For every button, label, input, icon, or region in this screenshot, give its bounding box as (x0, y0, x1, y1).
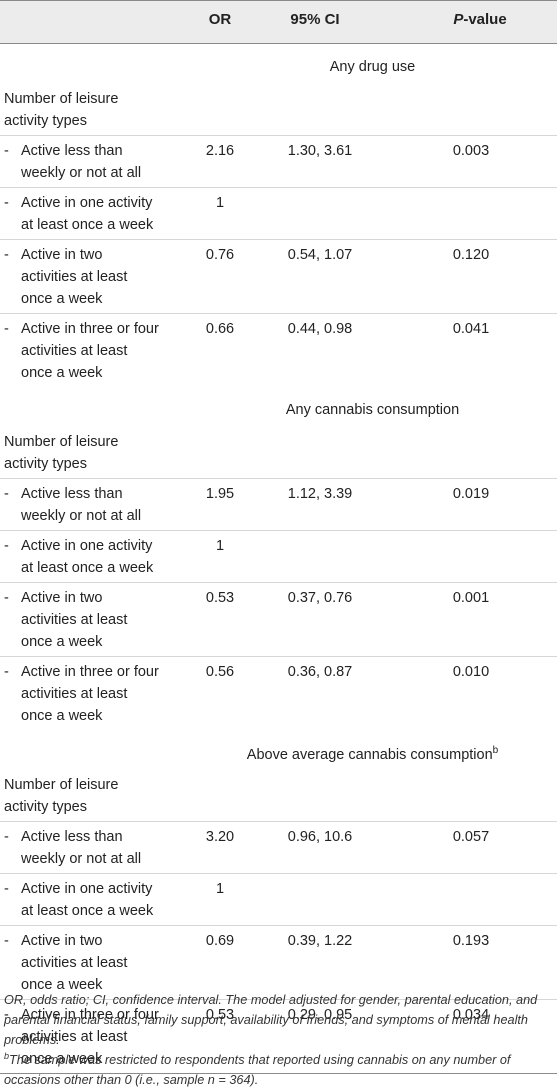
ci-value (255, 531, 385, 582)
ci-value: 0.37, 0.76 (287, 590, 353, 606)
table-section: Any cannabis consumption Number of leisur… (0, 387, 557, 730)
or-value: 2.16 (205, 143, 235, 159)
row-label: - Active less than weekly or not at all (4, 486, 142, 524)
header-p-value: P-value (453, 11, 507, 28)
section-title: Any cannabis consumption (0, 387, 557, 427)
table-row: - Active in three or four activities at le… (0, 657, 557, 730)
table-header: OR 95% CI P-value (0, 0, 557, 44)
p-value: 0.034 (452, 1007, 490, 1023)
table-section: Any drug use Number of leisure activity ty… (0, 44, 557, 387)
footnote-b: bThe sample was restricted to respondent… (4, 1051, 511, 1088)
or-value: 0.69 (205, 933, 235, 949)
row-label: - Active in two activities at least once a … (4, 247, 128, 307)
section-title-superscript: b (492, 745, 499, 756)
p-value: 0.010 (452, 664, 490, 680)
table-row: - Active in two activities at least once a … (0, 240, 557, 314)
table-row: - Active in two activities at least once a … (0, 583, 557, 657)
p-value (385, 188, 557, 239)
p-value: 0.041 (452, 321, 490, 337)
or-value: 1 (215, 538, 225, 554)
p-value: 0.057 (452, 829, 490, 845)
group-label: Number of leisure activity types (4, 777, 119, 815)
section-title-text: Above average cannabis consumption (246, 746, 493, 763)
or-value: 0.66 (205, 321, 235, 337)
row-label: - Active less than weekly or not at all (4, 143, 142, 181)
p-value: 0.001 (452, 590, 490, 606)
ci-value: 0.29, 0.95 (287, 1007, 353, 1023)
or-value: 0.53 (205, 590, 235, 606)
ci-value: 0.96, 10.6 (287, 829, 353, 845)
section-title: Any drug use (0, 44, 557, 84)
row-label: - Active in one activity at least once a w… (4, 538, 154, 576)
row-label: - Active in three or four activities at le… (4, 1007, 159, 1067)
p-value (385, 531, 557, 582)
ci-value: 0.39, 1.22 (287, 933, 353, 949)
row-label: - Active less than weekly or not at all (4, 829, 142, 867)
table-row: - Active in three or four activities at le… (0, 1000, 557, 1074)
row-label: - Active in two activities at least once a … (4, 590, 128, 650)
p-value: 0.019 (452, 486, 490, 502)
or-value: 1 (215, 195, 225, 211)
table-row: - Active in two activities at least once a … (0, 926, 557, 1000)
section-title-text: Any drug use (329, 59, 416, 75)
header-or: OR (208, 11, 232, 28)
table-row: - Active in one activity at least once a w… (0, 874, 557, 926)
p-value: 0.193 (452, 933, 490, 949)
or-value: 0.53 (205, 1007, 235, 1023)
or-value: 0.56 (205, 664, 235, 680)
table-row: - Active in three or four activities at le… (0, 314, 557, 387)
table-row: - Active less than weekly or not at all 3.2… (0, 822, 557, 874)
table-row: - Active in one activity at least once a w… (0, 531, 557, 583)
ci-value: 0.44, 0.98 (287, 321, 353, 337)
group-label-row: Number of leisure activity types (0, 770, 557, 822)
ci-value (255, 188, 385, 239)
ci-value: 1.30, 3.61 (287, 143, 353, 159)
group-label: Number of leisure activity types (4, 91, 119, 129)
or-value: 1.95 (205, 486, 235, 502)
table-section: Above average cannabis consumptionb Numbe… (0, 730, 557, 1074)
p-value: 0.003 (452, 143, 490, 159)
or-value: 0.76 (205, 247, 235, 263)
group-label-row: Number of leisure activity types (0, 84, 557, 136)
table-row: - Active less than weekly or not at all 1.9… (0, 479, 557, 531)
row-label: - Active in three or four activities at le… (4, 664, 159, 724)
p-value (385, 874, 557, 925)
group-label: Number of leisure activity types (4, 434, 119, 472)
row-label: - Active in one activity at least once a w… (4, 195, 154, 233)
group-label-row: Number of leisure activity types (0, 427, 557, 479)
table-row: - Active less than weekly or not at all 2.1… (0, 136, 557, 188)
table-body: Any drug use Number of leisure activity ty… (0, 44, 557, 1074)
or-value: 1 (215, 881, 225, 897)
ci-value: 1.12, 3.39 (287, 486, 353, 502)
row-label: - Active in three or four activities at le… (4, 321, 159, 381)
table-row: - Active in one activity at least once a w… (0, 188, 557, 240)
ci-value (255, 874, 385, 925)
ci-value: 0.54, 1.07 (287, 247, 353, 263)
header-ci: 95% CI (290, 11, 340, 28)
section-title-text: Any cannabis consumption (285, 402, 460, 418)
p-value: 0.120 (452, 247, 490, 263)
ci-value: 0.36, 0.87 (287, 664, 353, 680)
or-value: 3.20 (205, 829, 235, 845)
footnote-abbreviations: OR, odds ratio; CI, confidence interval.… (4, 993, 538, 1047)
row-label: - Active in two activities at least once a … (4, 933, 128, 993)
row-label: - Active in one activity at least once a w… (4, 881, 154, 919)
section-title: Above average cannabis consumptionb (0, 730, 557, 770)
